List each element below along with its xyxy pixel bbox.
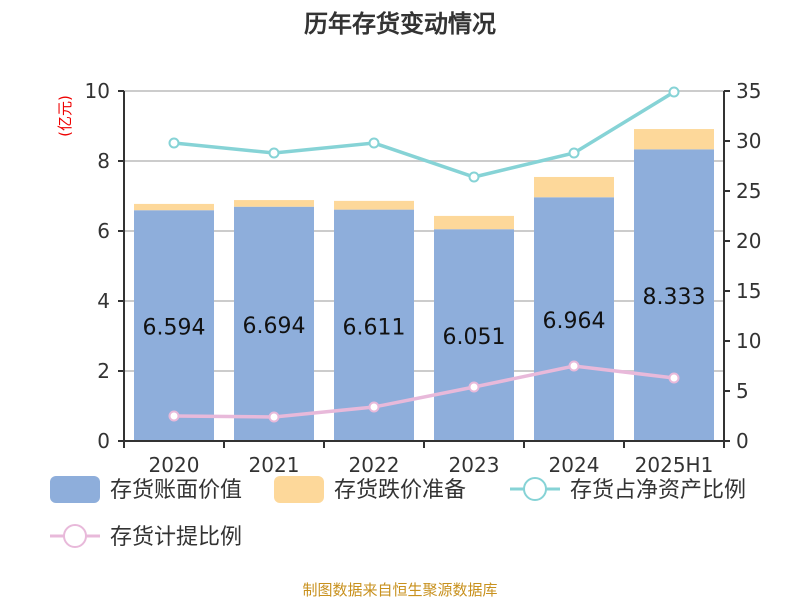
line-point <box>368 401 380 413</box>
right-tick-label: 0 <box>736 429 749 453</box>
right-tick-label: 25 <box>736 179 761 203</box>
legend-swatch <box>274 476 324 503</box>
right-tick-label: 5 <box>736 379 749 403</box>
right-tick-label: 15 <box>736 279 761 303</box>
bar-data-label: 6.611 <box>343 315 406 340</box>
bar-book-value <box>634 149 714 441</box>
right-tick-label: 35 <box>736 79 761 103</box>
legend-marker <box>523 477 547 501</box>
line-point <box>668 86 680 98</box>
left-axis-label: (亿元) <box>56 95 74 137</box>
line-point <box>568 147 580 159</box>
bar-book-value <box>534 197 614 441</box>
line-point <box>468 171 480 183</box>
right-tick-label: 10 <box>736 329 761 353</box>
legend-label: 存货跌价准备 <box>334 478 466 503</box>
x-tick-label: 2025H1 <box>635 453 714 477</box>
bar-book-value <box>434 229 514 441</box>
bar-impairment <box>234 200 314 207</box>
line-point <box>368 137 380 149</box>
legend-marker <box>63 524 87 548</box>
bar-data-label: 6.694 <box>243 314 306 339</box>
x-tick-label: 2021 <box>249 453 300 477</box>
line-point <box>168 137 180 149</box>
left-tick-label: 0 <box>97 429 110 453</box>
line-point <box>168 410 180 422</box>
right-tick-label: 20 <box>736 229 761 253</box>
bar-book-value <box>134 210 214 441</box>
bar-impairment <box>134 203 214 211</box>
line-point <box>568 360 580 372</box>
bar-impairment <box>534 176 614 198</box>
legend-item: 存货计提比例 <box>50 524 242 550</box>
x-tick-label: 2024 <box>549 453 600 477</box>
source-note: 制图数据来自恒生聚源数据库 <box>302 581 497 599</box>
line-point <box>468 381 480 393</box>
legend-item: 存货跌价准备 <box>274 476 466 503</box>
legend-label: 存货占净资产比例 <box>570 478 746 503</box>
chart-title: 历年存货变动情况 <box>304 10 496 38</box>
bar-book-value <box>234 206 314 441</box>
bar-impairment <box>634 129 714 150</box>
legend-item: 存货账面价值 <box>50 476 242 503</box>
bar-data-label: 6.964 <box>543 309 606 334</box>
bar-data-label: 8.333 <box>643 285 706 310</box>
legend-item: 存货占净资产比例 <box>510 477 746 503</box>
legend-swatch <box>50 476 100 503</box>
legend-label: 存货计提比例 <box>110 525 242 550</box>
line-point <box>268 411 280 423</box>
line-point <box>668 372 680 384</box>
line-point <box>268 147 280 159</box>
x-tick-label: 2022 <box>349 453 400 477</box>
x-tick-label: 2020 <box>149 453 200 477</box>
bar-impairment <box>334 200 414 210</box>
left-tick-label: 4 <box>97 289 110 313</box>
left-tick-label: 2 <box>97 359 110 383</box>
right-tick-label: 30 <box>736 129 761 153</box>
x-tick-label: 2023 <box>449 453 500 477</box>
left-tick-label: 10 <box>85 79 110 103</box>
left-tick-label: 6 <box>97 219 110 243</box>
bar-impairment <box>434 215 514 230</box>
legend-label: 存货账面价值 <box>110 478 242 503</box>
line-series-net-asset-ratio <box>173 90 675 179</box>
bar-data-label: 6.051 <box>443 325 506 350</box>
bar-data-label: 6.594 <box>143 316 206 341</box>
line-series-provision-ratio <box>173 364 675 419</box>
left-tick-label: 8 <box>97 149 110 173</box>
